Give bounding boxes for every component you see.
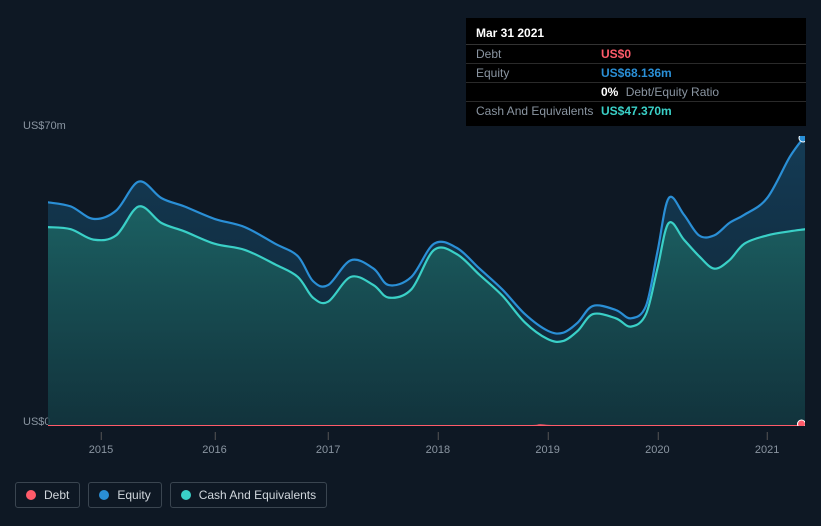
legend-item-equity[interactable]: Equity: [88, 482, 161, 508]
x-tick: 2016: [202, 444, 226, 456]
legend-item-cash[interactable]: Cash And Equivalents: [170, 482, 327, 508]
legend-label: Equity: [117, 488, 150, 502]
tooltip-row-cash: Cash And Equivalents US$47.370m: [466, 102, 806, 120]
tooltip-label-empty: [476, 85, 601, 99]
legend: Debt Equity Cash And Equivalents: [15, 482, 327, 508]
x-tick: 2019: [535, 444, 559, 456]
tooltip-row-debt: Debt US$0: [466, 45, 806, 64]
tooltip-label: Debt: [476, 47, 601, 61]
tooltip-label: Equity: [476, 66, 601, 80]
tooltip-label: Cash And Equivalents: [476, 104, 601, 118]
legend-item-debt[interactable]: Debt: [15, 482, 80, 508]
swatch-debt: [26, 490, 36, 500]
x-tick: 2015: [89, 444, 113, 456]
tooltip-box: Mar 31 2021 Debt US$0 Equity US$68.136m …: [466, 18, 806, 126]
ratio-label: Debt/Equity Ratio: [626, 85, 719, 99]
tooltip-value-equity: US$68.136m: [601, 66, 796, 80]
swatch-cash: [181, 490, 191, 500]
legend-label: Cash And Equivalents: [199, 488, 316, 502]
chart-area: US$70m US$0 2015 2016 2017 2018 2019 2020 2021: [15, 120, 805, 465]
y-axis-top-label: US$70m: [23, 120, 66, 132]
x-tick: 2020: [645, 444, 669, 456]
tooltip-value-cash: US$47.370m: [601, 104, 796, 118]
tooltip-date: Mar 31 2021: [466, 24, 806, 45]
tooltip-row-equity: Equity US$68.136m: [466, 64, 806, 83]
x-tick: 2018: [426, 444, 450, 456]
tooltip-row-ratio: 0% Debt/Equity Ratio: [466, 83, 806, 102]
x-axis: 2015 2016 2017 2018 2019 2020 2021: [48, 430, 805, 454]
tooltip-value-ratio: 0% Debt/Equity Ratio: [601, 85, 796, 99]
plot-region[interactable]: [48, 136, 805, 426]
swatch-equity: [99, 490, 109, 500]
tooltip-value-debt: US$0: [601, 47, 796, 61]
legend-label: Debt: [44, 488, 69, 502]
ratio-pct: 0%: [601, 85, 618, 99]
chart-svg: [48, 136, 805, 426]
y-axis-bottom-label: US$0: [23, 416, 51, 428]
x-tick: 2017: [316, 444, 340, 456]
x-tick: 2021: [755, 444, 779, 456]
